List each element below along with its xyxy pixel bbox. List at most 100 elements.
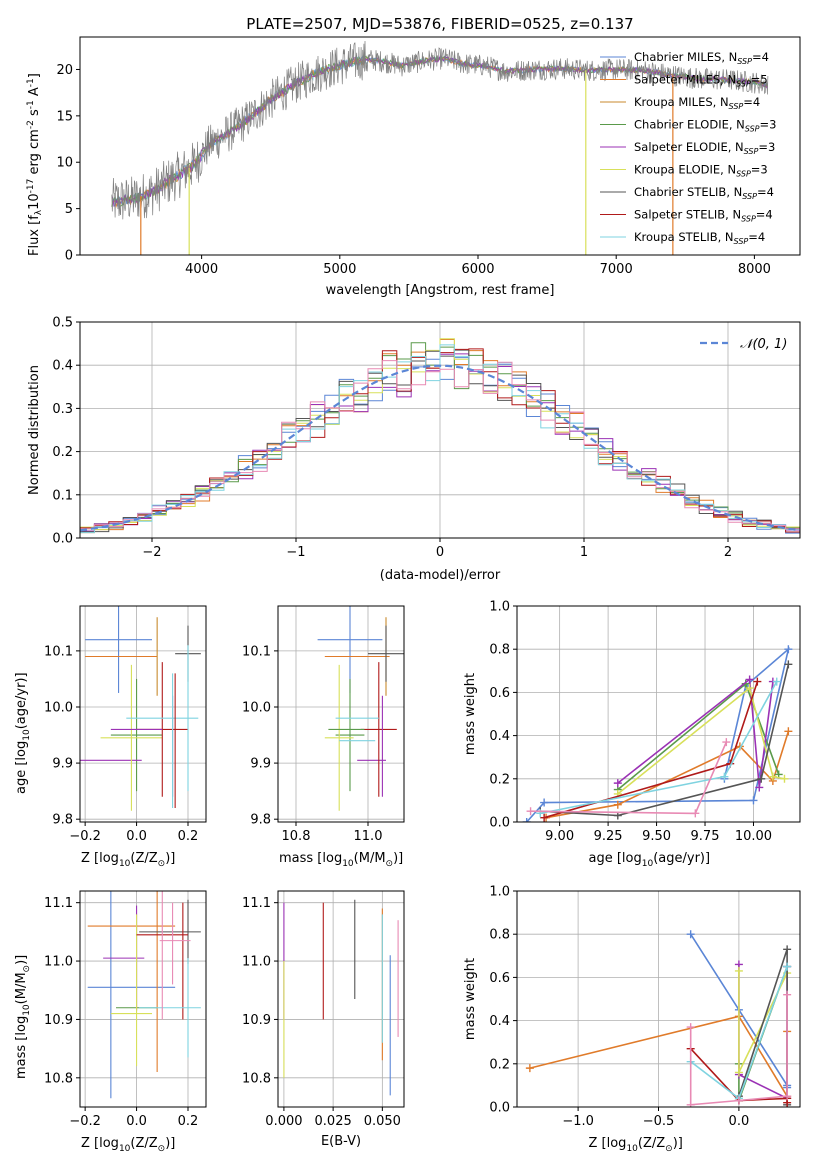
y-tick-label: 1.0 [489, 600, 510, 615]
weight-vs-age-plot-area [522, 645, 793, 822]
x-axis-label: wavelength [Angstrom, rest frame] [326, 283, 555, 298]
y-tick-label: 10.0 [44, 700, 73, 715]
x-tick-label: 1 [580, 545, 588, 560]
weight-point-marker [757, 774, 766, 783]
weight-point-marker [686, 1100, 695, 1107]
x-tick-label: 2 [724, 545, 732, 560]
y-tick-label: 10.1 [44, 644, 73, 659]
x-tick-label: 0 [436, 545, 444, 560]
weight-point-marker [613, 800, 622, 809]
weight-vs-age-frame [516, 605, 801, 823]
weight-point-marker [686, 930, 695, 939]
weight-point-marker [734, 1096, 743, 1105]
y-tick-label: 0.2 [52, 445, 73, 460]
y-tick-label: 10.9 [242, 1013, 271, 1028]
age-vs-mass-plot-area [317, 606, 404, 811]
mass-vs-ebv-plot-area [283, 899, 399, 1096]
weight-point-marker [745, 675, 754, 684]
weight-point-marker [745, 684, 754, 693]
y-tick-label: 0.3 [52, 402, 73, 417]
weight-series-line [617, 677, 774, 788]
weight-point-marker [522, 818, 531, 822]
legend-entry: Chabrier MILES, NSSP=4 [634, 50, 769, 66]
age-vs-Z-frame [79, 605, 207, 823]
x-tick-label: 6000 [461, 262, 494, 277]
y-tick-label: 9.8 [52, 813, 73, 828]
y-tick-label: 0.2 [489, 1057, 510, 1072]
spectrum-panel: 4000 5000 6000 7000 8000 0 5 10 15 20 wavelength [… [26, 36, 801, 298]
weight-point-marker [686, 1023, 695, 1032]
weight-point-marker [540, 798, 549, 807]
y-tick-label: 11.0 [44, 955, 73, 970]
y-tick-label: 0.6 [489, 971, 510, 986]
weight-point-marker [780, 774, 789, 783]
y-tick-label: 10.8 [242, 1071, 271, 1086]
y-axis-label: mass weight [463, 673, 478, 755]
y-axis-label: mass weight [463, 958, 478, 1040]
x-tick-label: 10.8 [282, 829, 311, 844]
legend-entry: Salpeter ELODIE, NSSP=3 [634, 140, 775, 156]
x-tick-label: 0.050 [364, 1114, 401, 1129]
x-tick-label: −2 [142, 545, 161, 560]
x-axis-label: mass [log10(M/M⊙)] [279, 851, 403, 869]
x-axis-label: Z [log10(Z/Z⊙)] [81, 851, 175, 869]
legend-entry: Salpeter STELIB, NSSP=4 [634, 208, 773, 224]
weight-point-marker [772, 677, 781, 686]
x-tick-label: 4000 [185, 262, 218, 277]
y-tick-label: 15 [56, 109, 73, 124]
residuals-panel: −2 −1 0 1 2 0.0 0.1 0.2 0.3 0.4 0.5 𝒩(0, 1) (data-mo… [27, 316, 801, 583]
x-tick-label: 9.50 [642, 829, 671, 844]
weight-point-marker [755, 783, 764, 792]
x-tick-label: 0.2 [178, 1114, 199, 1129]
weight-vs-Z-panel: −1.0 −0.5 0.0 0.0 0.2 0.4 0.6 0.8 1.0 Z [log10(Z/… [463, 885, 801, 1154]
x-tick-label: 9.25 [594, 829, 623, 844]
x-tick-label: 9.75 [691, 829, 720, 844]
y-axis-label: age [log10(age/yr)] [14, 672, 32, 794]
weight-point-marker [749, 796, 758, 805]
x-tick-label: −0.5 [643, 1114, 675, 1129]
y-tick-label: 11.0 [242, 955, 271, 970]
x-axis-label: age [log10(age/yr)] [589, 851, 711, 869]
weight-series-line [617, 686, 785, 795]
x-tick-label: 11.0 [354, 829, 383, 844]
x-tick-label: 0.0 [126, 1114, 147, 1129]
x-tick-label: −1 [286, 545, 305, 560]
y-tick-label: 0.5 [52, 316, 73, 331]
legend-entry: Salpeter MILES, NSSP=5 [634, 73, 768, 89]
y-tick-label: 0.0 [52, 532, 73, 547]
y-tick-label: 0.1 [52, 488, 73, 503]
x-tick-label: 10.00 [735, 829, 772, 844]
legend-entry: 𝒩(0, 1) [740, 337, 787, 352]
y-tick-label: 0.8 [489, 928, 510, 943]
residuals-plot-area [80, 338, 800, 534]
x-tick-label: −0.2 [69, 1114, 101, 1129]
age-vs-Z-plot-area [80, 606, 201, 811]
y-tick-label: 9.9 [250, 757, 271, 772]
weight-series-line [543, 681, 759, 819]
weight-series-line [540, 664, 790, 817]
x-axis-label: (data-model)/error [380, 568, 501, 583]
y-tick-label: 0.2 [489, 772, 510, 787]
y-tick-label: 5 [65, 202, 73, 217]
y-tick-label: 10.9 [44, 1013, 73, 1028]
normal-reference-curve [80, 364, 800, 532]
y-tick-label: 0.0 [489, 816, 510, 831]
y-tick-label: 0.6 [489, 686, 510, 701]
weight-point-marker [784, 645, 793, 654]
x-tick-label: 0.025 [315, 1114, 352, 1129]
weight-point-marker [722, 738, 731, 747]
y-tick-label: 11.1 [242, 896, 271, 911]
weight-point-marker [753, 677, 762, 686]
x-tick-label: 7000 [600, 262, 633, 277]
weight-series-line [526, 647, 790, 822]
mass-vs-ebv-frame [277, 890, 405, 1108]
y-tick-label: 9.8 [250, 813, 271, 828]
x-tick-label: 0.2 [178, 829, 199, 844]
weight-point-marker [613, 779, 622, 788]
weight-point-marker [540, 813, 549, 822]
y-axis-label: Normed distribution [27, 365, 42, 495]
y-axis-label: Flux [fλ10-17 erg cm-2 s-1 A-1] [26, 73, 44, 256]
weight-point-marker [784, 660, 793, 669]
y-tick-label: 0 [65, 249, 73, 264]
